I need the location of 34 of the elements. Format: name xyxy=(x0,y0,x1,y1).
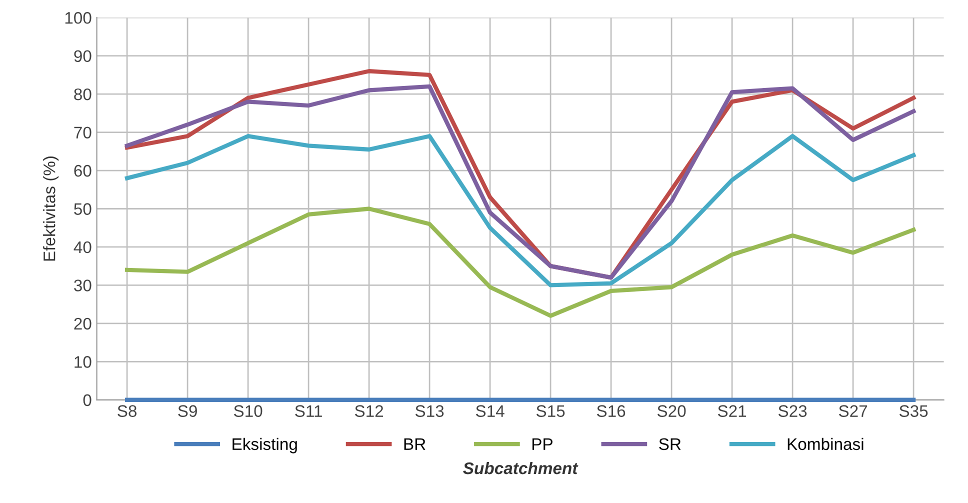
x-tick-label: S27 xyxy=(838,405,868,417)
x-tick-label: S8 xyxy=(118,405,137,417)
legend-label: Kombinasi xyxy=(788,438,864,450)
y-tick-label: 50 xyxy=(74,203,92,215)
y-tick-label: 0 xyxy=(83,394,92,406)
y-tick-label: 10 xyxy=(74,356,92,368)
x-tick-label: S20 xyxy=(657,405,686,417)
x-tick-label: S12 xyxy=(354,405,384,417)
y-tick-label: 90 xyxy=(74,50,92,62)
y-tick-label: 100 xyxy=(65,12,92,24)
y-tick-label: 60 xyxy=(74,164,92,177)
line-series xyxy=(124,206,916,318)
line-series xyxy=(124,134,916,288)
x-tick-label: S23 xyxy=(778,405,807,417)
x-axis-title: Subcatchment xyxy=(463,462,578,474)
y-tick-label: 30 xyxy=(74,280,92,292)
x-tick-label: S35 xyxy=(899,405,928,417)
y-tick-label: 40 xyxy=(74,241,92,254)
y-tick-label: 20 xyxy=(74,318,92,330)
x-tick-label: S10 xyxy=(234,405,262,417)
y-tick-label: 80 xyxy=(74,88,92,100)
x-tick-label: S14 xyxy=(476,405,504,417)
x-tick-label: S13 xyxy=(415,405,444,417)
x-tick-label: S11 xyxy=(295,405,322,417)
legend-label: Eksisting xyxy=(232,438,297,454)
y-tick-label: 70 xyxy=(74,126,92,138)
x-tick-label: S16 xyxy=(596,405,626,417)
x-tick-label: S15 xyxy=(536,405,565,417)
legend-label: SR xyxy=(659,438,681,450)
x-tick-label: S9 xyxy=(178,405,197,417)
x-tick-label: S21 xyxy=(718,405,746,417)
y-axis-title: Efektivitas (%) xyxy=(43,156,59,261)
legend-label: PP xyxy=(532,438,552,450)
legend-label: BR xyxy=(404,438,426,450)
